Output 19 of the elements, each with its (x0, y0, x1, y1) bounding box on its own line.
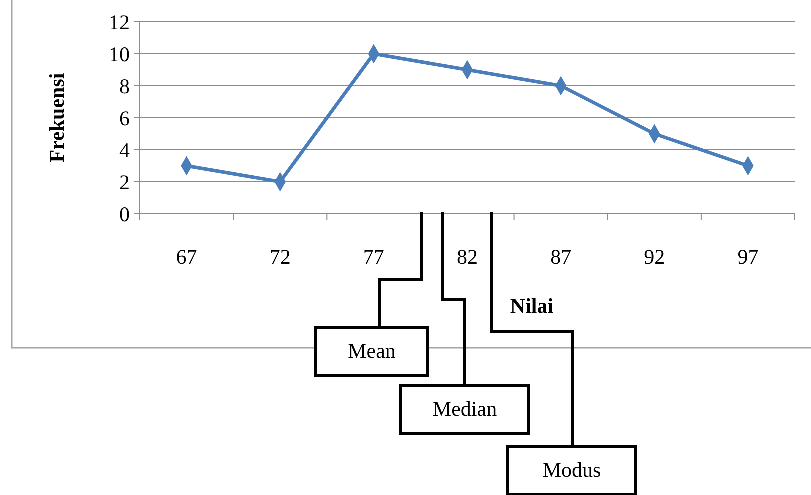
y-tick-label: 6 (120, 106, 130, 130)
y-axis-title: Frekuensi (45, 73, 69, 163)
text: Modus (542, 458, 602, 482)
y-tick-label: 10 (109, 42, 130, 66)
y-tick-label: 12 (109, 10, 130, 34)
y-tick-label: 4 (120, 138, 130, 162)
x-tick-label: 72 (270, 245, 291, 269)
x-tick-label: 87 (550, 245, 572, 269)
x-tick-label: 67 (176, 245, 198, 269)
x-tick-label: 77 (363, 245, 384, 269)
y-tick-label: 0 (120, 202, 130, 226)
y-tick-label: 8 (120, 74, 130, 98)
x-tick-label: 97 (738, 245, 759, 269)
text: Mean (348, 339, 396, 363)
x-tick-label: 82 (457, 245, 478, 269)
text: Median (432, 397, 498, 421)
x-tick-label: 92 (644, 245, 666, 269)
y-tick-label: 2 (120, 170, 130, 194)
x-axis-title: Nilai (510, 294, 554, 318)
